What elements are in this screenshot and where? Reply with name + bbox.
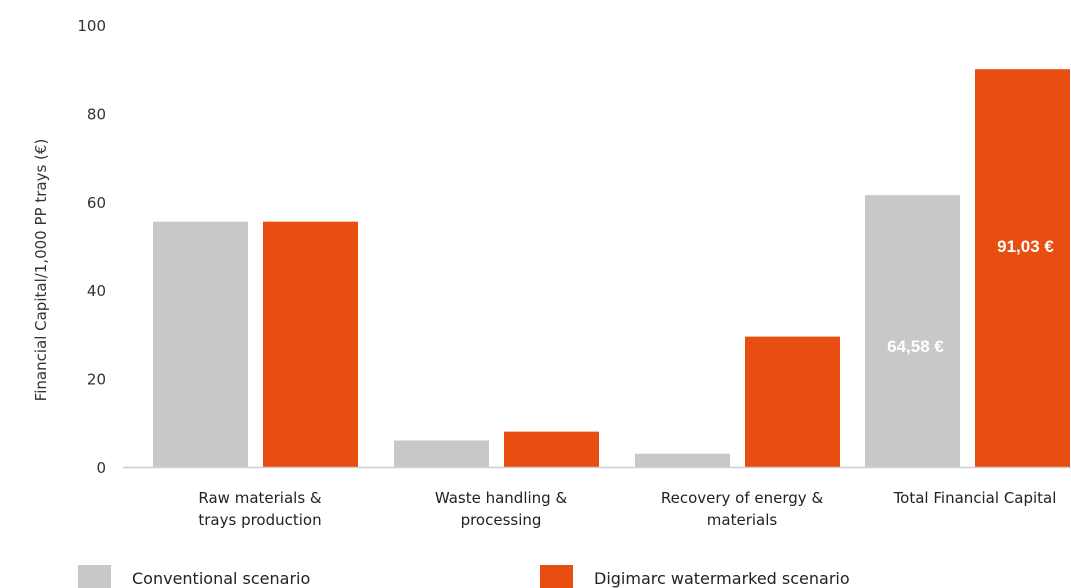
data-label: 64,58 €	[887, 337, 944, 356]
y-tick-label: 40	[87, 282, 106, 300]
bar-conventional	[865, 195, 960, 468]
legend-label: Digimarc watermarked scenario	[594, 569, 850, 588]
bars: 64,58 € 91,03 €	[153, 69, 1070, 468]
y-tick-label: 60	[87, 194, 106, 212]
legend-swatch	[78, 565, 111, 588]
bar-digimarc	[975, 69, 1070, 467]
data-label: 91,03 €	[997, 237, 1054, 256]
bar-digimarc	[263, 221, 358, 467]
y-tick-label: 80	[87, 105, 106, 123]
y-tick-label: 0	[96, 459, 106, 477]
x-axis: Raw materials & trays production Waste han…	[123, 466, 1071, 529]
y-tick-label: 20	[87, 371, 106, 389]
bar-conventional	[394, 440, 489, 467]
bar-conventional	[635, 453, 730, 467]
bar-digimarc	[745, 336, 840, 467]
category-label: Total Financial Capital	[893, 489, 1057, 507]
y-axis: Financial Capital/1,000 PP trays (€) 0 20 4…	[32, 17, 106, 477]
category-label: Recovery of energy & materials	[661, 489, 824, 529]
legend: Conventional scenario Digimarc watermarke…	[78, 565, 850, 588]
y-tick-label: 100	[77, 17, 106, 35]
legend-label: Conventional scenario	[132, 569, 310, 588]
bar-digimarc	[504, 431, 599, 467]
category-label: Waste handling & processing	[435, 489, 568, 529]
bar-conventional	[153, 221, 248, 467]
y-axis-label: Financial Capital/1,000 PP trays (€)	[32, 139, 50, 402]
legend-swatch	[540, 565, 573, 588]
category-label: Raw materials & trays production	[198, 489, 322, 529]
